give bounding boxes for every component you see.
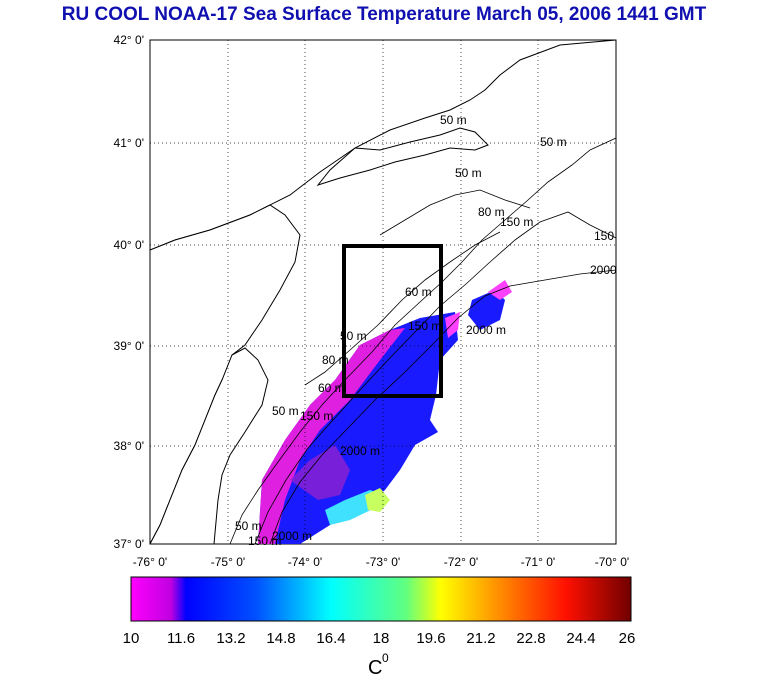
- colorbar-tick: 13.2: [216, 630, 245, 647]
- colorbar-unit-sup: 0: [382, 651, 389, 665]
- isobath-label: 2000 m: [340, 444, 380, 458]
- lon-label: -71° 0': [521, 555, 555, 569]
- isobath-label: 150 m: [500, 215, 533, 229]
- isobath-label: 50 m: [235, 519, 262, 533]
- longitude-labels: -76° 0' -75° 0' -74° 0' -73° 0' -72° 0' …: [133, 555, 629, 569]
- colorbar: [130, 576, 632, 622]
- isobath-label: 150: [594, 229, 614, 243]
- lon-label: -76° 0': [133, 555, 167, 569]
- isobath-label: 2000: [590, 263, 617, 277]
- isobath-label: 80 m: [478, 205, 505, 219]
- lat-label: 39° 0': [114, 339, 144, 353]
- lon-label: -74° 0': [288, 555, 322, 569]
- lat-label: 42° 0': [114, 33, 144, 47]
- lat-label: 37° 0': [114, 537, 144, 551]
- colorbar-tick: 22.8: [516, 630, 545, 647]
- latitude-labels: 42° 0' 41° 0' 40° 0' 39° 0' 38° 0' 37° 0…: [114, 33, 144, 551]
- lon-label: -72° 0': [444, 555, 478, 569]
- isobath-label: 50 m: [272, 404, 299, 418]
- isobath-label: 60 m: [405, 285, 432, 299]
- map-title: RU COOL NOAA-17 Sea Surface Temperature …: [61, 4, 707, 25]
- isobath-label: 2000 m: [466, 323, 506, 337]
- isobath-labels: 50 m 50 m 50 m 80 m 150 m 150 2000 60 m …: [235, 113, 617, 548]
- colorbar-tick: 21.2: [466, 630, 495, 647]
- isobath-label: 50 m: [440, 113, 467, 127]
- colorbar-tick: 24.4: [566, 630, 595, 647]
- colorbar-tick: 26: [619, 630, 636, 647]
- lon-label: -73° 0': [366, 555, 400, 569]
- isobath-label: 150 m: [248, 534, 281, 548]
- lon-label: -75° 0': [211, 555, 245, 569]
- lat-label: 41° 0': [114, 136, 144, 150]
- isobath-label: 2000 m: [272, 529, 312, 543]
- colorbar-tick: 16.4: [316, 630, 345, 647]
- graticule: [150, 40, 616, 544]
- colorbar-tick: 14.8: [266, 630, 295, 647]
- lon-label: -70° 0': [595, 555, 629, 569]
- isobaths: [229, 137, 616, 544]
- isobath-label: 150 m: [300, 409, 333, 423]
- study-box: [342, 244, 443, 398]
- lat-label: 38° 0': [114, 439, 144, 453]
- isobath-label: 80 m: [322, 353, 349, 367]
- lat-label: 40° 0': [114, 238, 144, 252]
- isobath-label: 60 m: [318, 381, 345, 395]
- sst-swath: [258, 280, 512, 544]
- isobath-label: 150 m: [408, 319, 441, 333]
- colorbar-ticks: 10 11.6 13.2 14.8 16.4 18 19.6 21.2 22.8…: [123, 630, 636, 647]
- isobath-label: 50 m: [455, 166, 482, 180]
- isobath-label: 50 m: [540, 135, 567, 149]
- colorbar-tick: 18: [373, 630, 390, 647]
- isobath-label: 50 m: [340, 329, 367, 343]
- colorbar-tick: 11.6: [167, 630, 195, 647]
- colorbar-tick: 19.6: [416, 630, 445, 647]
- colorbar-tick: 10: [123, 630, 140, 647]
- colorbar-unit: C: [368, 657, 382, 679]
